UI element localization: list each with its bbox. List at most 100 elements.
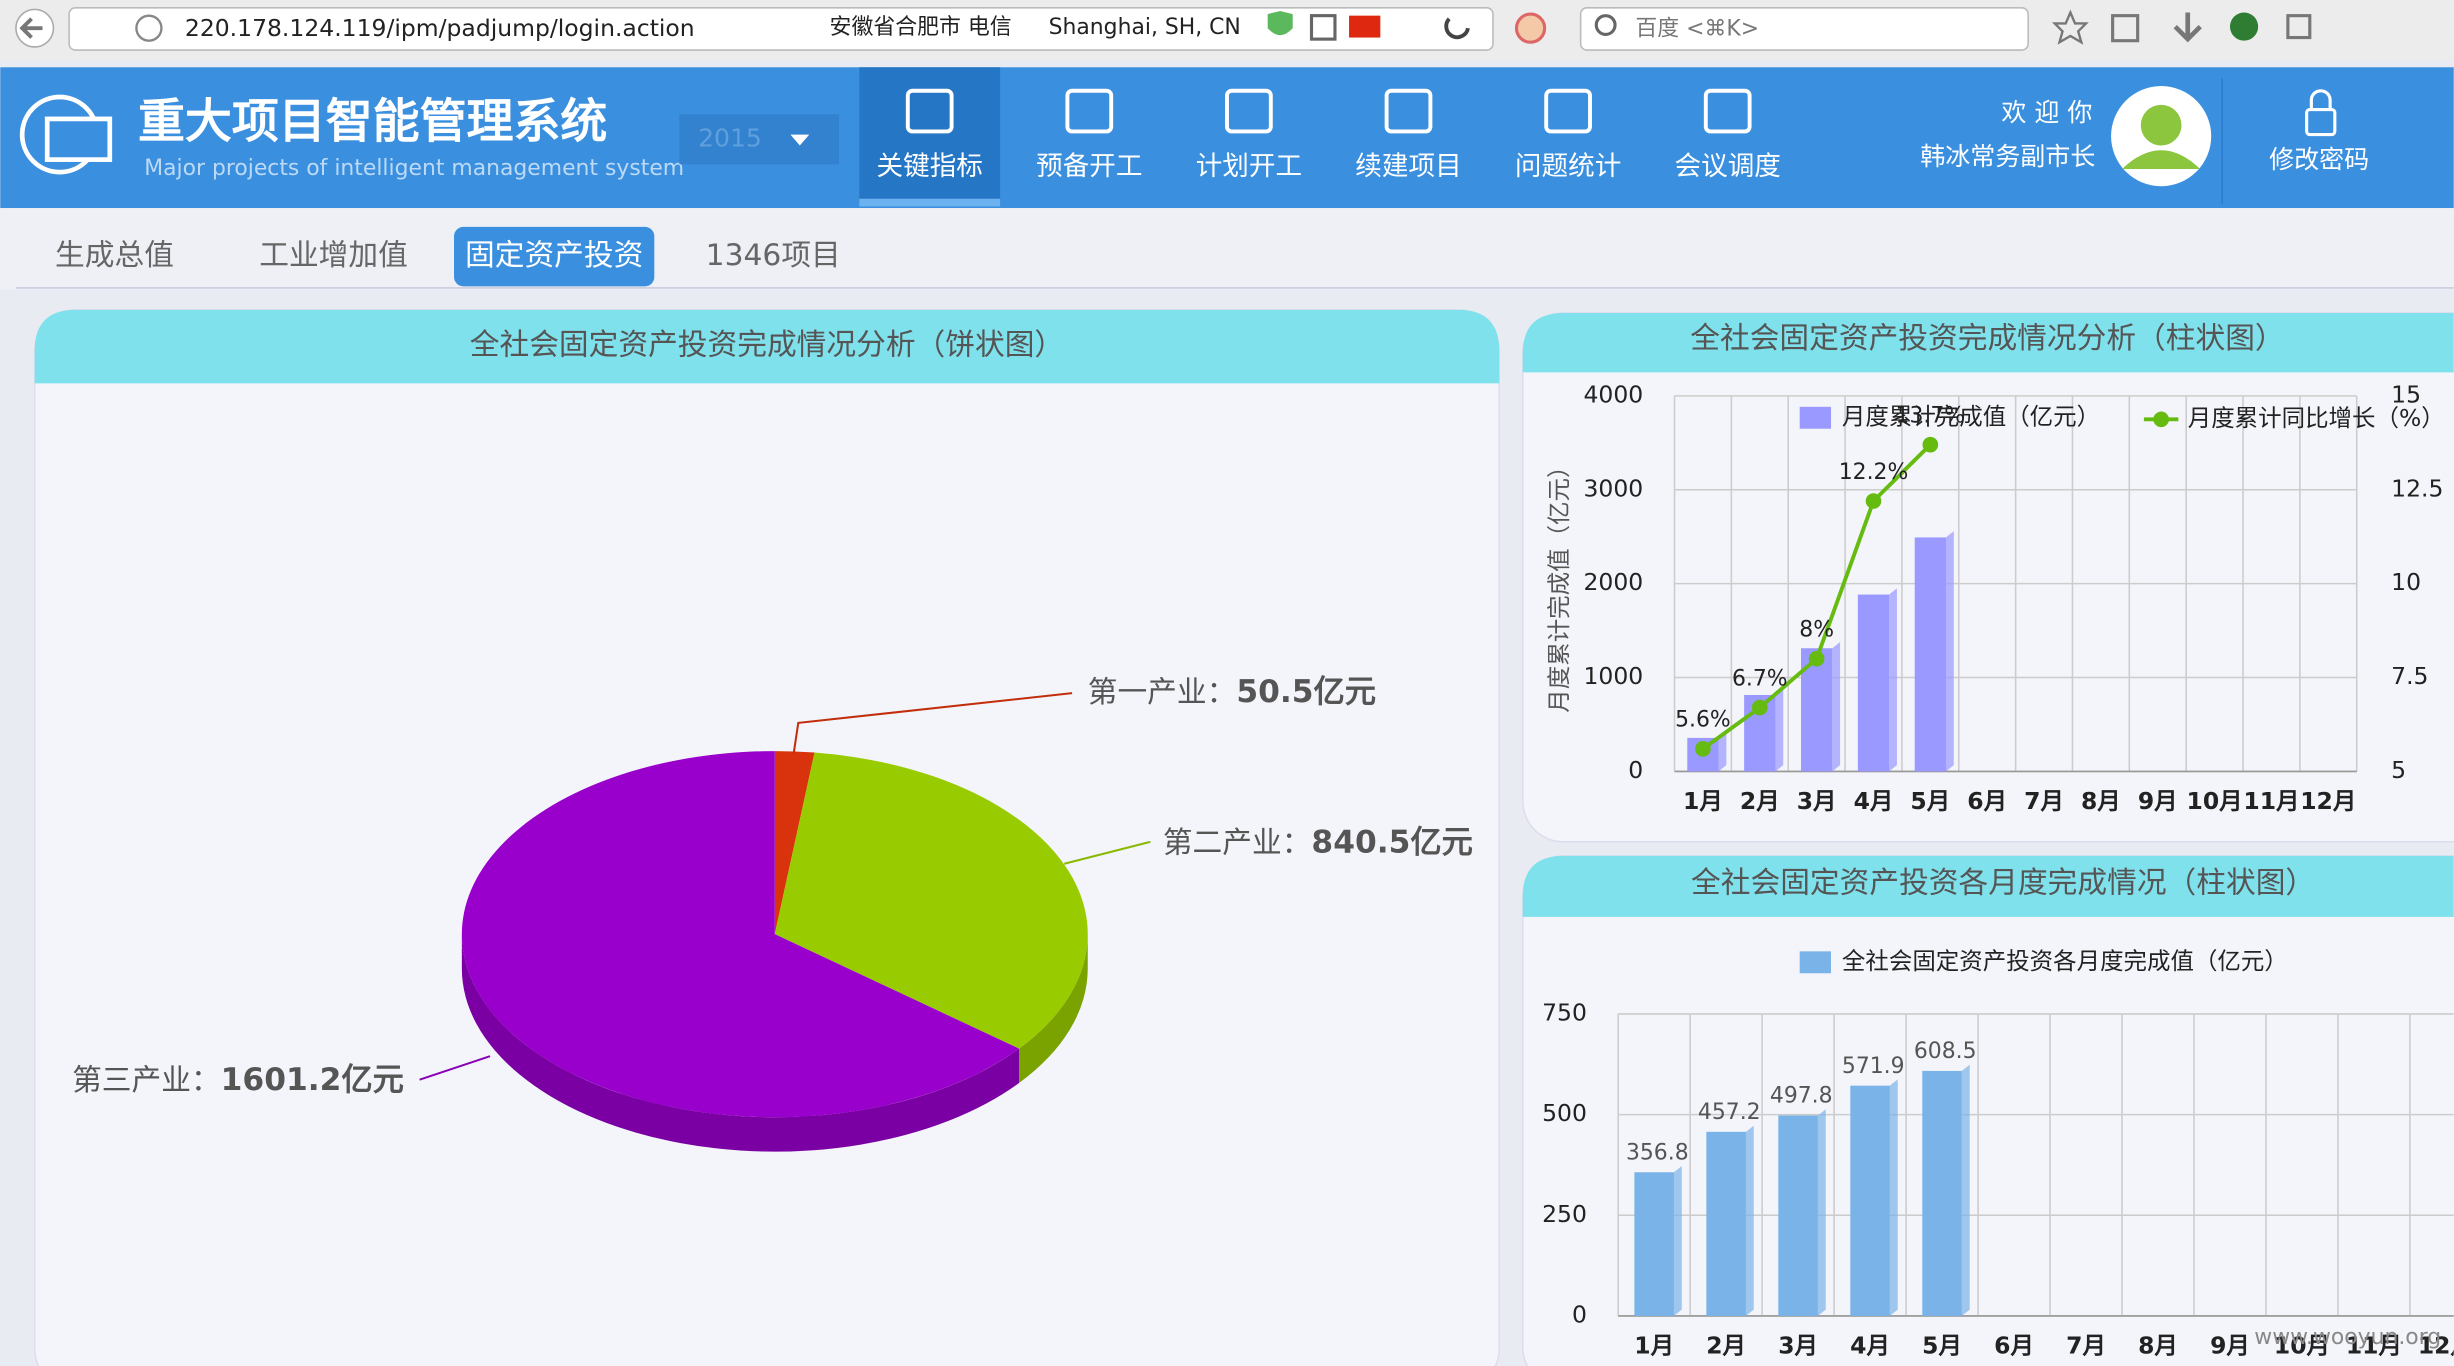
x-tick-label: 5月 xyxy=(1910,787,1950,815)
y2-tick-label: 10 xyxy=(2391,568,2421,596)
legend-swatch xyxy=(1799,951,1831,974)
bar-value-label: 457.2 xyxy=(1698,1100,1761,1125)
x-tick-label: 4月 xyxy=(1854,787,1894,815)
bar-side xyxy=(1945,531,1954,772)
pie-title: 全社会固定资产投资完成情况分析（饼状图） xyxy=(470,327,1064,362)
pie-label: 第三产业：1601.2亿元 xyxy=(72,1062,404,1098)
user-name: 韩冰常务副市长 xyxy=(1920,142,2095,171)
bar xyxy=(1634,1172,1674,1316)
nav-icon xyxy=(1065,88,1114,134)
y-tick-label: 1000 xyxy=(1583,662,1643,690)
x-tick-label: 9月 xyxy=(2210,1332,2250,1360)
y-tick-label: 750 xyxy=(1542,998,1587,1026)
x-tick-label: 7月 xyxy=(2024,787,2064,815)
x-tick-label: 2月 xyxy=(1740,787,1780,815)
nav-item[interactable]: 会议调度 xyxy=(1675,151,1781,182)
pie-label: 第二产业：840.5亿元 xyxy=(1163,824,1473,860)
legend-label: 月度累计完成值（亿元） xyxy=(1842,402,2100,430)
bar xyxy=(1922,1070,1962,1316)
x-tick-label: 10月 xyxy=(2274,1332,2330,1360)
bar-side xyxy=(1889,588,1897,772)
year-value: 2015 xyxy=(698,123,762,152)
pie-slice-side xyxy=(461,934,1020,1152)
nav-icon xyxy=(1225,88,1273,134)
bar-value-label: 571.9 xyxy=(1842,1054,1905,1079)
combo-panel xyxy=(1521,312,2454,843)
leader-line xyxy=(792,692,1073,755)
x-tick-label: 1月 xyxy=(1634,1332,1674,1360)
x-tick-label: 2月 xyxy=(1706,1332,1746,1360)
pie-label-value: 1601.2亿元 xyxy=(221,1062,404,1098)
nav-icon xyxy=(1544,88,1592,134)
bar-side xyxy=(1961,1064,1970,1316)
line-point xyxy=(1751,699,1768,716)
change-password[interactable]: 修改密码 xyxy=(2269,145,2369,174)
nav-item[interactable]: 续建项目 xyxy=(1355,151,1461,182)
y-tick-label: 4000 xyxy=(1583,380,1643,408)
nav-icon xyxy=(1384,88,1433,134)
pie-label-category: 第三产业： xyxy=(72,1063,221,1098)
y-axis-label: 月度累计完成值（亿元） xyxy=(1545,455,1573,713)
tab-active-bg xyxy=(454,226,655,287)
bar-title: 全社会固定资产投资各月度完成情况（柱状图） xyxy=(1691,866,2315,901)
legend-dot xyxy=(2153,411,2169,428)
y2-tick-label: 12.5 xyxy=(2391,474,2443,502)
nav-item[interactable]: 关键指标 xyxy=(877,151,983,182)
search-box[interactable] xyxy=(1579,7,2029,51)
x-tick-label: 12月 xyxy=(2418,1332,2454,1360)
x-tick-label: 5月 xyxy=(1922,1332,1962,1360)
app-subtitle: Major projects of intelligent management… xyxy=(144,156,684,181)
line-value-label: 8% xyxy=(1799,618,1834,643)
address-bar[interactable] xyxy=(68,7,1494,51)
y-tick-label: 3000 xyxy=(1583,474,1643,502)
x-tick-label: 4月 xyxy=(1850,1332,1890,1360)
tab[interactable]: 固定资产投资 xyxy=(465,238,643,273)
nav-item[interactable]: 问题统计 xyxy=(1515,151,1621,182)
bar xyxy=(1778,1115,1818,1316)
url: 220.178.124.119/ipm/padjump/login.action xyxy=(185,14,695,42)
tab[interactable]: 工业增加值 xyxy=(259,238,408,273)
geo: Shanghai, SH, CN xyxy=(1049,15,1241,40)
location: 安徽省合肥市 电信 xyxy=(830,15,1012,40)
bar-side xyxy=(1889,1079,1898,1316)
tab-bar xyxy=(0,208,2454,290)
bar-value-label: 608.5 xyxy=(1914,1039,1977,1064)
leader-line xyxy=(1064,840,1151,865)
y-tick-label: 250 xyxy=(1542,1200,1587,1228)
pie-slice-side xyxy=(1019,934,1088,1084)
bar xyxy=(1914,537,1946,772)
tab[interactable]: 1346项目 xyxy=(706,238,841,273)
x-tick-label: 7月 xyxy=(2066,1332,2106,1360)
y2-tick-label: 15 xyxy=(2391,380,2421,408)
x-tick-label: 11月 xyxy=(2243,787,2299,815)
app-title: 重大项目智能管理系统 xyxy=(138,95,607,150)
year-select[interactable] xyxy=(679,114,839,165)
x-tick-label: 6月 xyxy=(1967,787,2007,815)
nav-active-bg xyxy=(859,67,1001,204)
pie-label: 第一产业：50.5亿元 xyxy=(1088,674,1376,710)
line-value-label: 12.2% xyxy=(1839,460,1909,485)
bar xyxy=(1850,1085,1890,1316)
pie-slice xyxy=(774,751,815,935)
pie-label-category: 第二产业： xyxy=(1163,825,1312,860)
x-tick-label: 6月 xyxy=(1994,1332,2034,1360)
nav-icon xyxy=(1703,88,1752,134)
pie-slice xyxy=(774,752,1088,1049)
combo-title: 全社会固定资产投资完成情况分析（柱状图） xyxy=(1690,321,2284,356)
y-tick-label: 0 xyxy=(1628,756,1643,784)
legend-label: 全社会固定资产投资各月度完成值（亿元） xyxy=(1842,947,2288,975)
nav-icon xyxy=(905,88,954,134)
line-point xyxy=(1922,436,1939,453)
x-tick-label: 3月 xyxy=(1797,787,1837,815)
welcome: 欢 迎 你 xyxy=(2001,98,2092,127)
nav-item[interactable]: 计划开工 xyxy=(1196,151,1302,182)
y-tick-label: 0 xyxy=(1572,1300,1587,1328)
line-value-label: 13.7% xyxy=(1896,404,1966,429)
x-tick-label: 10月 xyxy=(2187,787,2243,815)
bar-side xyxy=(1673,1166,1682,1316)
nav-item[interactable]: 预备开工 xyxy=(1036,151,1142,182)
tab[interactable]: 生成总值 xyxy=(55,238,174,273)
x-tick-label: 11月 xyxy=(2346,1332,2402,1360)
pie-label-category: 第一产业： xyxy=(1088,675,1237,710)
